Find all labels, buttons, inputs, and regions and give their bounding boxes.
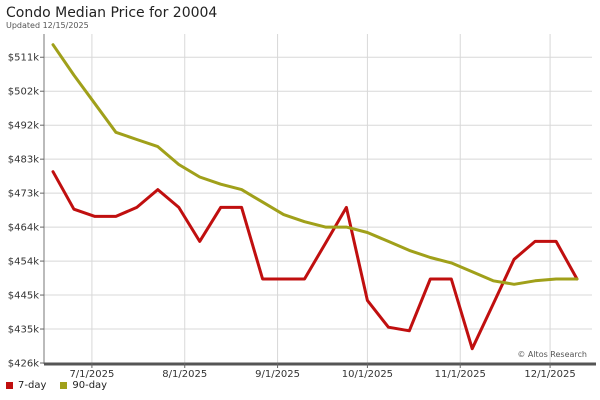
x-tick-label: 8/1/2025 [162,369,207,380]
x-tick-label: 9/1/2025 [255,369,300,380]
x-tick-label: 7/1/2025 [69,369,114,380]
legend-swatch-7day [6,382,13,389]
chart-title: Condo Median Price for 20004 [6,5,218,21]
legend: 7-day 90-day [6,380,107,391]
x-tick-label: 11/1/2025 [435,369,486,380]
y-tick-label: $464k [8,223,39,234]
legend-item-7day: 7-day [6,380,46,391]
y-tick-label: $492k [8,121,39,132]
legend-label-7day: 7-day [18,380,47,391]
x-tick-label: 10/1/2025 [342,369,393,380]
legend-label-90day: 90-day [72,380,108,391]
legend-item-90day: 90-day [60,380,107,391]
chart-subtitle: Updated 12/15/2025 [6,21,89,30]
legend-swatch-90day [60,382,68,389]
series-line-7day [51,170,579,351]
x-axis-ticks: 7/1/2025 8/1/2025 9/1/2025 10/1/2025 11/1/20… [69,363,576,380]
plot-area [44,34,592,363]
y-tick-label: $454k [8,257,39,268]
y-tick-label: $483k [8,155,39,166]
y-tick-label: $435k [8,325,39,336]
source-annotation: © Altos Research [517,350,587,359]
series-line-90day [51,43,579,286]
series-lines [51,43,579,351]
axes [43,34,596,366]
y-axis-ticks: $426k $435k $445k $454k $464k $473k $483k $492k… [8,53,44,370]
y-tick-label: $426k [8,359,39,370]
y-tick-label: $502k [8,87,39,98]
y-tick-label: $473k [8,189,39,200]
plot-background [44,34,592,363]
y-tick-label: $511k [8,53,39,64]
grid-lines [44,34,592,364]
y-tick-label: $445k [8,291,39,302]
x-tick-label: 12/1/2025 [524,369,575,380]
